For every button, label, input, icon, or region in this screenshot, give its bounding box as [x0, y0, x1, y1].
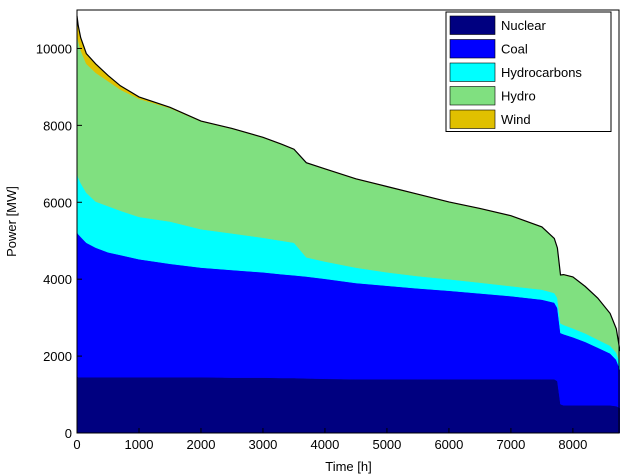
y-tick-label: 10000 — [36, 41, 72, 56]
legend-label-hydrocarbons: Hydrocarbons — [501, 65, 582, 80]
tick-labels: 0 1000 2000 3000 4000 5000 6000 7000 8000 0 2000 40… — [36, 41, 588, 452]
x-tick-label: 2000 — [187, 437, 216, 452]
y-tick-label: 0 — [65, 426, 72, 441]
y-tick-label: 6000 — [43, 195, 72, 210]
y-tick-label: 2000 — [43, 349, 72, 364]
area-nuclear — [76, 375, 620, 434]
axis-ticks — [76, 47, 574, 434]
legend-swatch-coal — [449, 39, 496, 59]
area-series-group — [76, 15, 620, 434]
x-tick-label: 4000 — [310, 437, 339, 452]
legend-swatch-wind — [449, 109, 496, 129]
y-tick-label: 8000 — [43, 118, 72, 133]
x-tick-label: 1000 — [125, 437, 154, 452]
legend-label-wind: Wind — [501, 112, 531, 127]
x-tick-label: 3000 — [248, 437, 277, 452]
x-tick-label: 0 — [73, 437, 80, 452]
y-axis-label: Power [MW] — [4, 186, 19, 257]
y-tick-label: 4000 — [43, 272, 72, 287]
legend-swatch-nuclear — [449, 15, 496, 35]
plot-frame — [76, 9, 620, 434]
x-tick-label: 8000 — [558, 437, 587, 452]
total-outline — [76, 15, 620, 352]
x-tick-label: 5000 — [372, 437, 401, 452]
legend-label-nuclear: Nuclear — [501, 18, 546, 33]
x-tick-label: 6000 — [434, 437, 463, 452]
legend-swatch-hydro — [449, 86, 496, 106]
legend-swatch-hydrocarbons — [449, 62, 496, 82]
legend-label-hydro: Hydro — [501, 89, 536, 104]
x-tick-label: 7000 — [496, 437, 525, 452]
x-axis-label: Time [h] — [325, 459, 371, 474]
legend: Nuclear Coal Hydrocarbons Hydro Wind — [445, 11, 612, 132]
legend-label-coal: Coal — [501, 42, 528, 57]
